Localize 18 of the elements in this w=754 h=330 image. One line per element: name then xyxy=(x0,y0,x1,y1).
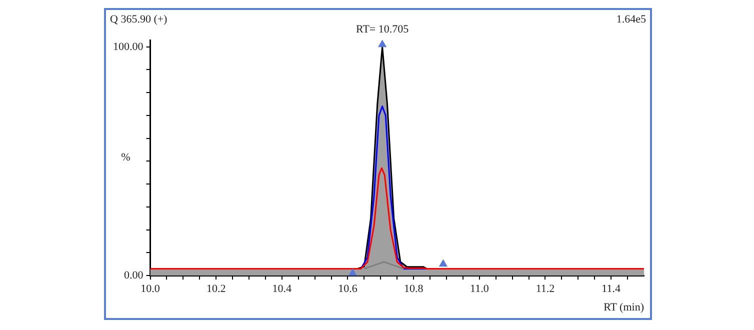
x-tick-label: 10.2 xyxy=(206,283,226,296)
annotation: RT= 10.705 xyxy=(356,23,410,36)
point xyxy=(348,268,357,276)
point xyxy=(439,260,448,267)
point xyxy=(378,40,386,48)
x-tick-label: 11.0 xyxy=(470,283,490,296)
x-tick-label: 11.4 xyxy=(602,283,622,296)
text: Q 365.90 (+) xyxy=(110,13,168,26)
y-axis-title: % xyxy=(121,152,130,164)
y-tick-label: 0.00 xyxy=(124,269,144,282)
y-tick-label: 100.00 xyxy=(113,40,144,53)
x-tick-label: 10.8 xyxy=(404,283,424,296)
x-axis-title: RT (min) xyxy=(604,301,644,314)
x-tick-label: 10.0 xyxy=(140,283,160,296)
text: 1.64e5 xyxy=(616,13,646,26)
x-tick-label: 10.4 xyxy=(272,283,292,296)
x-tick-label: 11.2 xyxy=(536,283,555,296)
x-tick-label: 10.6 xyxy=(338,283,358,296)
